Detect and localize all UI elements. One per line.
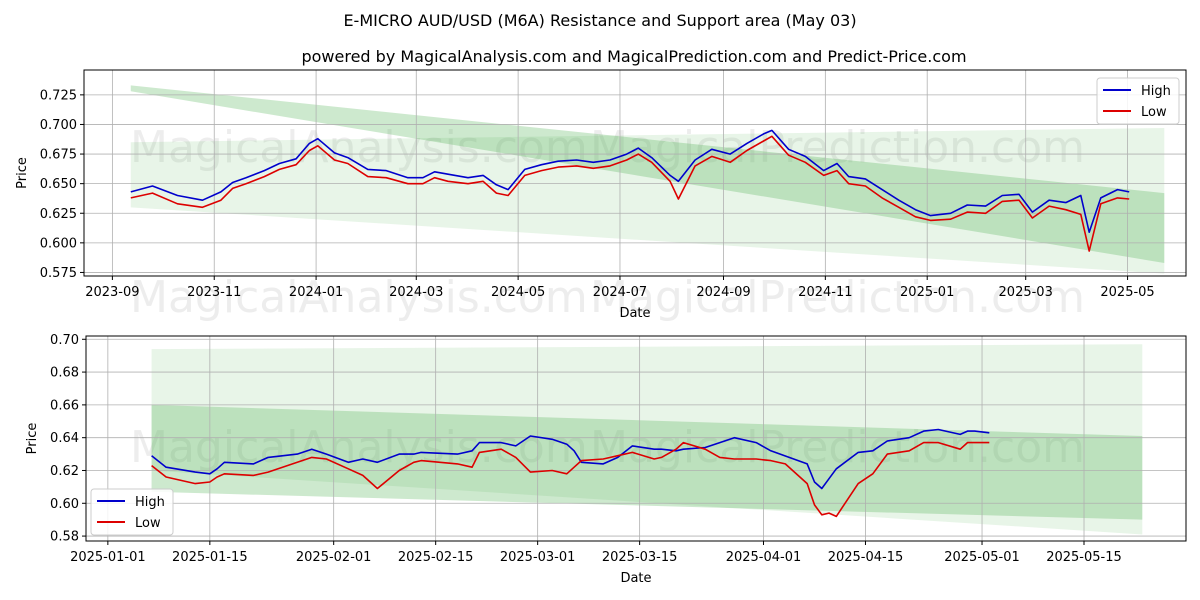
top-panel: MagicalAnalysis.com MagicalPrediction.com… xyxy=(15,69,1187,323)
series-line-low xyxy=(130,135,1130,252)
y-tick-label: 0.700 xyxy=(40,118,77,133)
resistance-support-band xyxy=(130,128,1165,274)
series-line-high xyxy=(151,428,990,490)
x-tick-label: 2024-11 xyxy=(798,285,852,300)
y-tick-label: 0.575 xyxy=(40,266,77,281)
y-tick-label: 0.675 xyxy=(40,148,77,163)
x-tick-label: 2024-05 xyxy=(491,285,545,300)
legend-label-low: Low xyxy=(135,516,161,531)
y-tick-label: 0.650 xyxy=(40,177,77,192)
y-tick-label: 0.62 xyxy=(50,464,79,479)
y-tick-label: 0.66 xyxy=(50,398,79,413)
resistance-support-band xyxy=(151,344,1143,535)
watermark-text: MagicalAnalysis.com xyxy=(130,272,588,323)
x-tick-label: 2025-03 xyxy=(999,285,1053,300)
x-tick-label: 2025-03-15 xyxy=(602,550,678,565)
bottom-panel: MagicalAnalysis.com MagicalPrediction.com… xyxy=(25,333,1187,586)
x-tick-label: 2025-01 xyxy=(900,285,954,300)
plot-frame xyxy=(85,335,1187,542)
x-tick-label: 2025-01-01 xyxy=(70,550,146,565)
series-line-low xyxy=(151,441,990,518)
y-axis-label: Price xyxy=(15,157,30,189)
legend-label-high: High xyxy=(1141,84,1171,99)
y-tick-label: 0.68 xyxy=(50,366,79,381)
y-axis-label: Price xyxy=(25,423,40,455)
legend-label-high: High xyxy=(135,495,165,510)
x-tick-label: 2023-11 xyxy=(187,285,241,300)
x-tick-label: 2025-02-15 xyxy=(398,550,474,565)
legend-label-low: Low xyxy=(1141,105,1167,120)
x-tick-label: 2025-03-01 xyxy=(500,550,576,565)
resistance-support-band xyxy=(151,404,1143,520)
x-tick-label: 2024-03 xyxy=(389,285,443,300)
y-tick-label: 0.600 xyxy=(40,236,77,251)
x-tick-label: 2023-09 xyxy=(85,285,139,300)
resistance-support-band xyxy=(130,85,1165,263)
watermark-text: MagicalAnalysis.com xyxy=(130,422,588,473)
plot-frame xyxy=(83,69,1187,277)
watermark-text: MagicalPrediction.com xyxy=(590,272,1085,323)
x-tick-label: 2025-05-15 xyxy=(1046,550,1122,565)
y-tick-label: 0.58 xyxy=(50,530,79,545)
y-tick-label: 0.70 xyxy=(50,333,79,348)
series-line-high xyxy=(130,129,1130,233)
chart-subtitle: powered by MagicalAnalysis.com and Magic… xyxy=(301,47,966,66)
y-tick-label: 0.725 xyxy=(40,88,77,103)
x-tick-label: 2024-07 xyxy=(593,285,647,300)
y-tick-label: 0.625 xyxy=(40,207,77,222)
x-axis-label: Date xyxy=(620,571,651,586)
x-tick-label: 2025-04-01 xyxy=(726,550,802,565)
watermark-text: MagicalPrediction.com xyxy=(590,422,1085,473)
x-tick-label: 2025-04-15 xyxy=(828,550,904,565)
x-tick-label: 2024-09 xyxy=(696,285,750,300)
chart-title: E-MICRO AUD/USD (M6A) Resistance and Sup… xyxy=(343,11,856,30)
x-tick-label: 2025-01-15 xyxy=(172,550,248,565)
x-axis-label: Date xyxy=(619,306,650,321)
x-tick-label: 2024-01 xyxy=(289,285,343,300)
x-tick-label: 2025-02-01 xyxy=(296,550,372,565)
y-tick-label: 0.64 xyxy=(50,431,79,446)
x-tick-label: 2025-05 xyxy=(1100,285,1154,300)
x-tick-label: 2025-05-01 xyxy=(944,550,1020,565)
y-tick-label: 0.60 xyxy=(50,497,79,512)
